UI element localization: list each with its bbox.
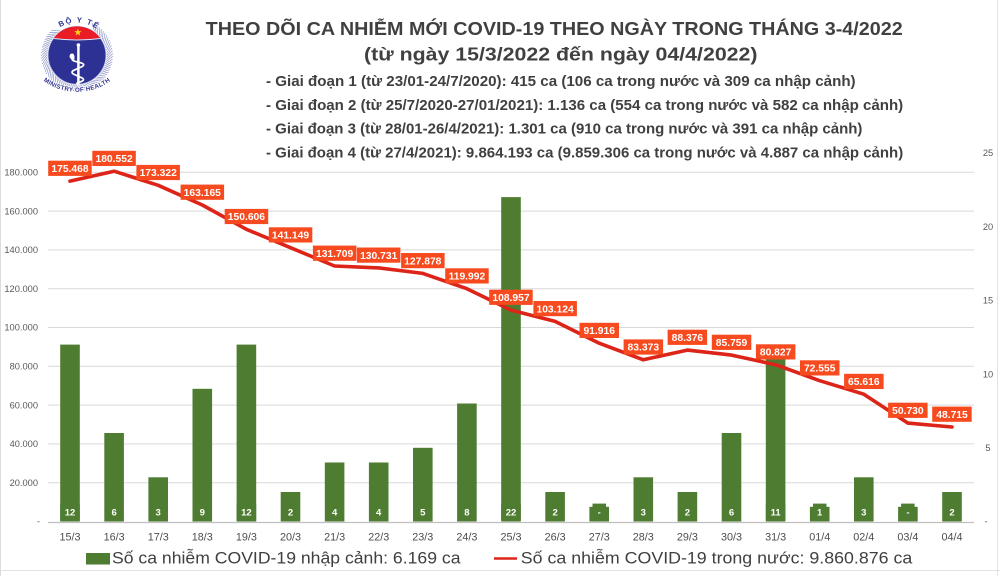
svg-text:26/3: 26/3 bbox=[545, 532, 566, 544]
svg-text:180.000: 180.000 bbox=[4, 168, 38, 178]
svg-text:85.759: 85.759 bbox=[716, 338, 748, 349]
svg-text:12: 12 bbox=[241, 507, 252, 518]
svg-text:119.992: 119.992 bbox=[449, 272, 486, 283]
svg-text:25/3: 25/3 bbox=[500, 532, 521, 544]
svg-text:-: - bbox=[984, 517, 987, 527]
svg-text:2: 2 bbox=[288, 507, 293, 518]
svg-text:17/3: 17/3 bbox=[148, 532, 169, 544]
svg-text:-: - bbox=[37, 517, 40, 527]
svg-text:29/3: 29/3 bbox=[677, 532, 698, 544]
svg-text:20.000: 20.000 bbox=[10, 478, 38, 488]
svg-text:5: 5 bbox=[420, 507, 426, 518]
svg-text:12: 12 bbox=[65, 507, 76, 518]
svg-text:25: 25 bbox=[983, 148, 993, 158]
svg-text:31/3: 31/3 bbox=[765, 532, 786, 544]
svg-text:04/4: 04/4 bbox=[941, 532, 962, 544]
svg-text:103.124: 103.124 bbox=[536, 304, 573, 315]
svg-text:80.827: 80.827 bbox=[760, 348, 792, 359]
svg-text:40.000: 40.000 bbox=[10, 439, 38, 449]
svg-text:6: 6 bbox=[111, 507, 116, 518]
svg-text:9: 9 bbox=[200, 507, 205, 518]
svg-text:60.000: 60.000 bbox=[10, 400, 38, 410]
svg-text:- Giai đoạn 3 (từ 28/01-26/4/2: - Giai đoạn 3 (từ 28/01-26/4/2021): 1.30… bbox=[266, 121, 862, 138]
svg-text:16/3: 16/3 bbox=[104, 532, 125, 544]
svg-text:21/3: 21/3 bbox=[324, 532, 345, 544]
svg-text:20: 20 bbox=[983, 222, 993, 232]
svg-text:141.149: 141.149 bbox=[272, 231, 309, 242]
svg-text:2: 2 bbox=[949, 507, 954, 518]
svg-text:127.878: 127.878 bbox=[404, 256, 441, 267]
svg-text:24/3: 24/3 bbox=[456, 532, 477, 544]
svg-text:6: 6 bbox=[729, 507, 734, 518]
svg-text:4: 4 bbox=[332, 507, 338, 518]
svg-text:30/3: 30/3 bbox=[721, 532, 742, 544]
svg-text:3: 3 bbox=[156, 507, 161, 518]
svg-text:163.165: 163.165 bbox=[184, 188, 221, 199]
svg-text:2: 2 bbox=[552, 507, 557, 518]
svg-text:4: 4 bbox=[376, 507, 382, 518]
svg-text:175.468: 175.468 bbox=[51, 164, 88, 175]
svg-text:120.000: 120.000 bbox=[4, 284, 38, 294]
svg-text:5: 5 bbox=[985, 443, 990, 453]
svg-text:15/3: 15/3 bbox=[59, 532, 80, 544]
svg-text:91.916: 91.916 bbox=[583, 326, 615, 337]
svg-text:1: 1 bbox=[817, 507, 823, 518]
svg-text:23/3: 23/3 bbox=[412, 532, 433, 544]
svg-text:- Giai đoạn 4 (từ 27/4/2021):: - Giai đoạn 4 (từ 27/4/2021): 9.864.193 … bbox=[266, 144, 903, 161]
svg-text:(từ ngày 15/3/2022 đến ngày 04: (từ ngày 15/3/2022 đến ngày 04/4/2022) bbox=[364, 45, 758, 65]
svg-text:Số ca nhiễm COVID-19 trong nướ: Số ca nhiễm COVID-19 trong nước: 9.860.8… bbox=[521, 549, 913, 568]
svg-text:22/3: 22/3 bbox=[368, 532, 389, 544]
svg-text:100.000: 100.000 bbox=[4, 323, 38, 333]
svg-text:01/4: 01/4 bbox=[809, 532, 830, 544]
svg-text:19/3: 19/3 bbox=[236, 532, 257, 544]
svg-text:48.715: 48.715 bbox=[936, 410, 968, 421]
svg-text:2: 2 bbox=[685, 507, 690, 518]
svg-text:- Giai đoạn 1 (từ 23/01-24/7/2: - Giai đoạn 1 (từ 23/01-24/7/2020): 415 … bbox=[266, 73, 856, 90]
svg-text:28/3: 28/3 bbox=[633, 532, 654, 544]
svg-text:10: 10 bbox=[983, 369, 993, 379]
svg-text:80.000: 80.000 bbox=[10, 362, 38, 372]
svg-text:15: 15 bbox=[983, 296, 993, 306]
svg-text:83.373: 83.373 bbox=[628, 343, 660, 354]
svg-text:65.616: 65.616 bbox=[848, 377, 880, 388]
svg-text:22: 22 bbox=[506, 507, 517, 518]
svg-text:140.000: 140.000 bbox=[4, 245, 38, 255]
svg-text:-: - bbox=[906, 507, 909, 518]
svg-text:27/3: 27/3 bbox=[589, 532, 610, 544]
svg-text:-: - bbox=[598, 507, 601, 518]
svg-text:11: 11 bbox=[771, 507, 782, 518]
svg-text:88.376: 88.376 bbox=[672, 333, 704, 344]
svg-text:03/4: 03/4 bbox=[897, 532, 918, 544]
svg-text:150.606: 150.606 bbox=[228, 212, 265, 223]
svg-text:72.555: 72.555 bbox=[804, 364, 836, 375]
svg-text:02/4: 02/4 bbox=[853, 532, 874, 544]
svg-text:8: 8 bbox=[464, 507, 469, 518]
svg-text:50.730: 50.730 bbox=[892, 406, 924, 417]
svg-text:3: 3 bbox=[861, 507, 866, 518]
svg-text:18/3: 18/3 bbox=[192, 532, 213, 544]
svg-text:180.552: 180.552 bbox=[95, 154, 132, 165]
svg-text:173.322: 173.322 bbox=[140, 168, 177, 179]
svg-text:Số ca nhiễm COVID-19 nhập cảnh: Số ca nhiễm COVID-19 nhập cảnh: 6.169 ca bbox=[112, 549, 461, 568]
svg-text:THEO DÕI CA NHIỄM MỚI COVID-19: THEO DÕI CA NHIỄM MỚI COVID-19 THEO NGÀY… bbox=[206, 18, 903, 39]
svg-text:131.709: 131.709 bbox=[316, 249, 353, 260]
svg-text:- Giai đoạn 2 (từ 25/7/2020-27: - Giai đoạn 2 (từ 25/7/2020-27/01/2021):… bbox=[266, 97, 903, 114]
svg-text:20/3: 20/3 bbox=[280, 532, 301, 544]
svg-text:3: 3 bbox=[641, 507, 646, 518]
svg-text:130.731: 130.731 bbox=[360, 251, 397, 262]
svg-text:160.000: 160.000 bbox=[4, 206, 38, 216]
svg-text:108.957: 108.957 bbox=[492, 293, 529, 304]
